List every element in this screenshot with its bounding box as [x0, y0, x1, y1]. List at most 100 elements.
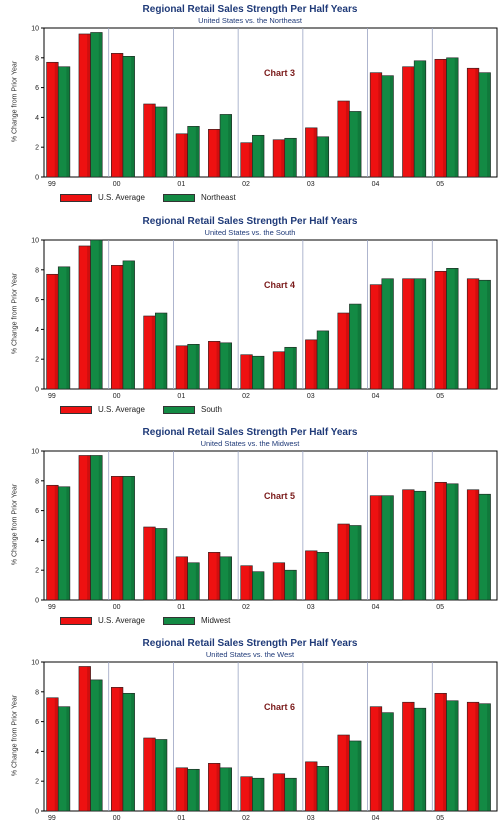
bar-region	[284, 777, 297, 812]
bar-shade	[487, 703, 491, 811]
bar-shade	[325, 330, 329, 389]
bar-shade	[163, 528, 167, 600]
bar-region	[478, 703, 491, 812]
bar-shade	[292, 570, 297, 600]
chart-panel-5: Regional Retail Sales Strength Per Half …	[0, 423, 500, 633]
bar-region	[349, 525, 362, 601]
bar-shade	[119, 476, 123, 600]
bar-shade	[248, 142, 253, 177]
bar-shade	[54, 485, 59, 600]
legend-swatch-us	[60, 616, 92, 625]
bar-shade	[281, 351, 285, 389]
bar-shade	[454, 700, 459, 811]
bar-shade	[313, 127, 318, 177]
y-tick-label: 2	[35, 568, 39, 575]
x-tick-label: 01	[177, 815, 185, 822]
bar-shade	[422, 491, 426, 600]
x-tick-label: 03	[307, 393, 315, 400]
bar-region	[219, 767, 232, 812]
bar-region	[413, 707, 427, 812]
bar-shade	[292, 778, 297, 811]
bar-shade	[98, 240, 103, 389]
bar-shade	[475, 489, 479, 600]
chart-legend: U.S. Average Northeast	[60, 193, 254, 202]
bar-region	[413, 490, 427, 601]
bar-shade	[119, 53, 123, 177]
x-tick-label: 05	[436, 815, 444, 822]
bar-region	[90, 455, 103, 601]
bar-region	[155, 739, 168, 812]
bar-shade	[357, 304, 362, 389]
bar-shade	[378, 72, 382, 177]
y-tick-label: 10	[31, 660, 39, 667]
bar-shade	[184, 556, 188, 600]
bar-region	[316, 330, 330, 390]
bar-shade	[98, 455, 103, 600]
bar-region	[349, 111, 362, 178]
bar-shade	[216, 763, 221, 811]
x-tick-label: 04	[372, 815, 380, 822]
bar-shade	[151, 526, 156, 600]
x-tick-label: 04	[372, 181, 380, 188]
bar-shade	[87, 666, 91, 811]
x-tick-label: 00	[113, 393, 121, 400]
legend-label-region: Midwest	[201, 616, 231, 625]
bar-shade	[119, 265, 123, 389]
bar-shade	[443, 271, 447, 389]
bar-shade	[389, 278, 394, 389]
bar-shade	[248, 776, 253, 811]
chart-legend: U.S. Average Midwest	[60, 616, 248, 625]
y-tick-label: 10	[31, 449, 39, 456]
bar-shade	[389, 495, 394, 600]
y-tick-label: 2	[35, 145, 39, 152]
bar-shade	[378, 284, 382, 389]
x-tick-label: 01	[177, 181, 185, 188]
bar-shade	[454, 483, 459, 600]
legend-label-region: South	[201, 405, 222, 414]
legend-swatch-region	[163, 405, 195, 414]
bar-region	[155, 528, 168, 601]
bar-region	[90, 32, 103, 178]
bar-shade	[454, 268, 459, 389]
y-tick-label: 8	[35, 478, 39, 485]
bar-shade	[195, 126, 200, 177]
chart-panel-4: Regional Retail Sales Strength Per Half …	[0, 212, 500, 422]
bar-region	[381, 278, 394, 390]
legend-label-us: U.S. Average	[98, 193, 145, 202]
bar-shade	[66, 266, 70, 389]
chart-title: Regional Retail Sales Strength Per Half …	[142, 427, 358, 438]
bar-region	[284, 569, 297, 601]
bar-shade	[66, 486, 70, 600]
x-tick-label: 05	[436, 604, 444, 611]
chart-title: Regional Retail Sales Strength Per Half …	[142, 638, 358, 649]
bar-shade	[119, 687, 123, 811]
y-tick-label: 2	[35, 779, 39, 786]
bar-shade	[131, 693, 135, 811]
bar-shade	[66, 66, 70, 177]
bar-shade	[260, 778, 265, 811]
x-tick-label: 05	[436, 181, 444, 188]
x-tick-label: 03	[307, 604, 315, 611]
bar-shade	[378, 495, 382, 600]
bar-shade	[281, 562, 285, 600]
bar-shade	[151, 315, 156, 389]
x-tick-label: 00	[113, 181, 121, 188]
bar-shade	[389, 712, 394, 811]
legend-swatch-region	[163, 616, 195, 625]
bar-shade	[357, 525, 362, 600]
bar-region	[187, 126, 200, 178]
bar-region	[316, 552, 330, 601]
bar-region	[349, 303, 362, 390]
legend-swatch-region	[163, 193, 195, 202]
bar-shade	[357, 740, 362, 811]
bar-shade	[345, 524, 350, 600]
x-tick-label: 99	[48, 393, 56, 400]
chart-number-label: Chart 5	[264, 491, 295, 501]
x-tick-label: 00	[113, 815, 121, 822]
bar-region	[122, 476, 135, 601]
bar-region	[349, 740, 362, 812]
bar-shade	[487, 280, 491, 389]
bar-shade	[410, 66, 415, 177]
bar-region	[316, 136, 330, 178]
